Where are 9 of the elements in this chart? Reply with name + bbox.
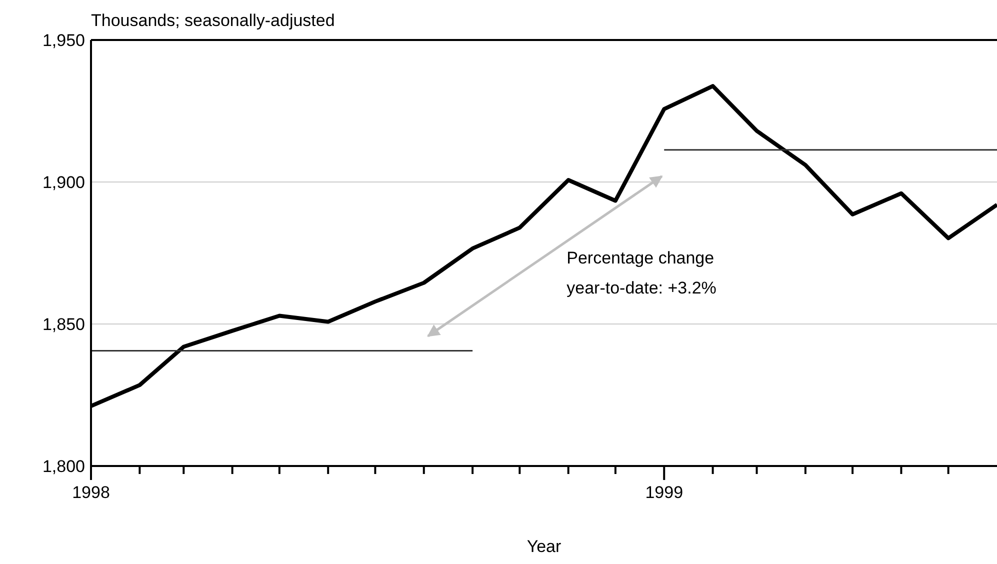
annotation: Percentage change year-to-date: +3.2% (566, 248, 716, 298)
y-tick-label: 1,850 (42, 315, 85, 334)
x-tick-label: 1998 (72, 483, 110, 502)
x-tick-label: 1999 (645, 483, 684, 502)
y-tick-label: 1,950 (42, 31, 85, 50)
y-tick-label: 1,900 (42, 173, 85, 192)
y-axis-title: Thousands; seasonally-adjusted (91, 11, 335, 30)
x-axis-title: Year (526, 537, 562, 556)
y-tick-label: 1,800 (42, 457, 85, 476)
